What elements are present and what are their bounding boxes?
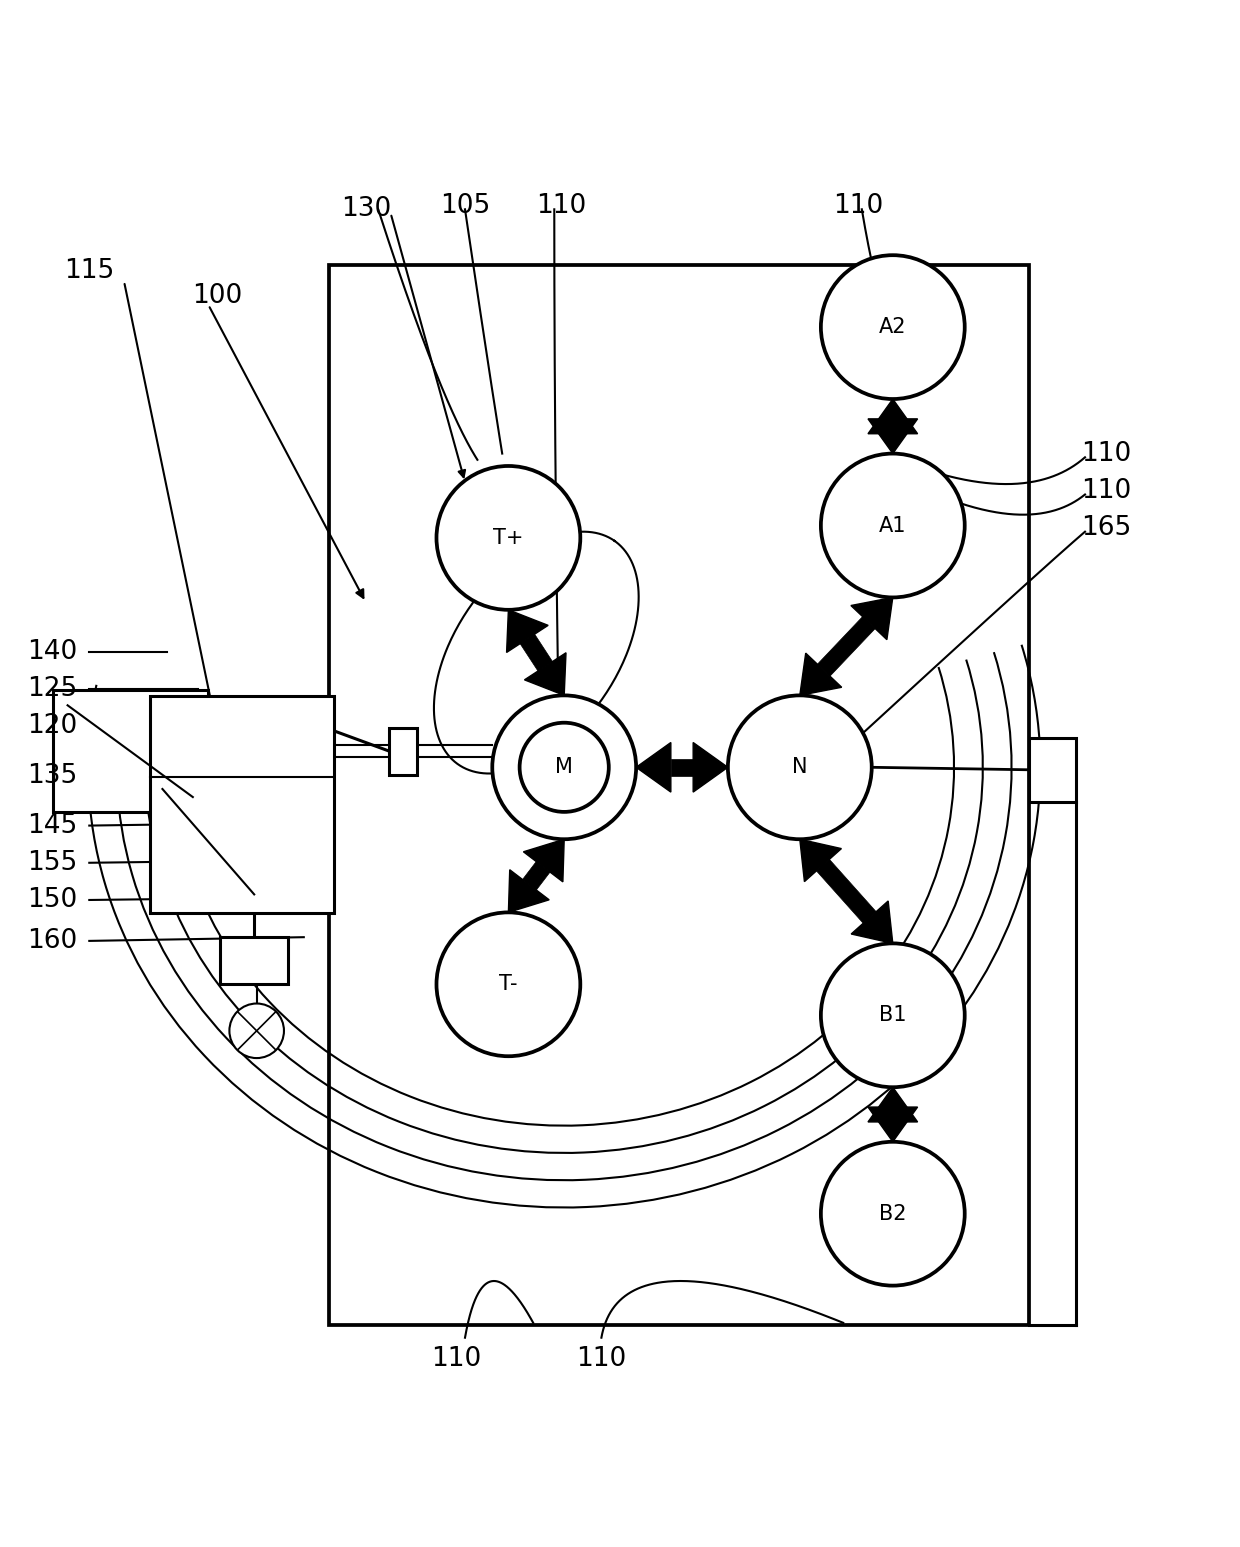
Bar — [329, 265, 1029, 1326]
Polygon shape — [693, 743, 728, 792]
Polygon shape — [817, 617, 875, 676]
Polygon shape — [508, 869, 549, 913]
Polygon shape — [525, 653, 565, 696]
Polygon shape — [868, 1108, 918, 1142]
Polygon shape — [884, 1108, 901, 1122]
Bar — [221, 936, 288, 984]
Circle shape — [492, 696, 636, 838]
Polygon shape — [884, 419, 901, 433]
Circle shape — [229, 1004, 284, 1058]
Circle shape — [436, 913, 580, 1057]
Text: 110: 110 — [536, 192, 587, 218]
Polygon shape — [523, 838, 564, 882]
Text: 110: 110 — [432, 1346, 482, 1372]
Polygon shape — [800, 838, 842, 882]
Text: 140: 140 — [27, 639, 78, 665]
Text: A2: A2 — [879, 317, 906, 337]
Text: 125: 125 — [27, 676, 78, 702]
Circle shape — [821, 1142, 965, 1286]
Text: A1: A1 — [879, 515, 906, 535]
Polygon shape — [800, 653, 842, 696]
Bar — [389, 727, 417, 775]
Polygon shape — [868, 419, 918, 453]
Circle shape — [821, 453, 965, 597]
Text: 110: 110 — [1081, 478, 1132, 504]
Text: 150: 150 — [27, 886, 78, 913]
Text: 160: 160 — [27, 928, 78, 954]
Text: 100: 100 — [192, 283, 243, 309]
Polygon shape — [522, 862, 551, 890]
Bar — [150, 696, 334, 913]
Text: 165: 165 — [1081, 515, 1132, 541]
Polygon shape — [816, 859, 877, 924]
Text: T-: T- — [500, 975, 517, 995]
Text: 110: 110 — [577, 1346, 627, 1372]
Polygon shape — [520, 634, 553, 671]
Bar — [1029, 738, 1076, 801]
Circle shape — [436, 466, 580, 610]
Polygon shape — [851, 900, 893, 944]
Text: B2: B2 — [879, 1204, 906, 1224]
Text: 110: 110 — [833, 192, 884, 218]
Text: B1: B1 — [879, 1006, 906, 1026]
Circle shape — [821, 944, 965, 1088]
Text: 115: 115 — [64, 258, 115, 285]
Text: 110: 110 — [1081, 441, 1132, 467]
Text: N: N — [792, 758, 807, 777]
Text: 135: 135 — [27, 763, 78, 789]
Text: 105: 105 — [440, 192, 491, 218]
Polygon shape — [507, 610, 548, 653]
Text: 120: 120 — [27, 713, 78, 739]
Text: T+: T+ — [494, 528, 523, 548]
Bar — [52, 690, 207, 812]
Polygon shape — [636, 743, 671, 792]
Circle shape — [821, 255, 965, 399]
Polygon shape — [671, 758, 693, 777]
Text: 145: 145 — [27, 812, 78, 838]
Circle shape — [728, 696, 872, 838]
Text: M: M — [556, 758, 573, 777]
Text: 155: 155 — [27, 849, 78, 876]
Text: 130: 130 — [341, 196, 392, 223]
Polygon shape — [851, 597, 893, 639]
Polygon shape — [868, 1088, 918, 1122]
Polygon shape — [868, 399, 918, 433]
